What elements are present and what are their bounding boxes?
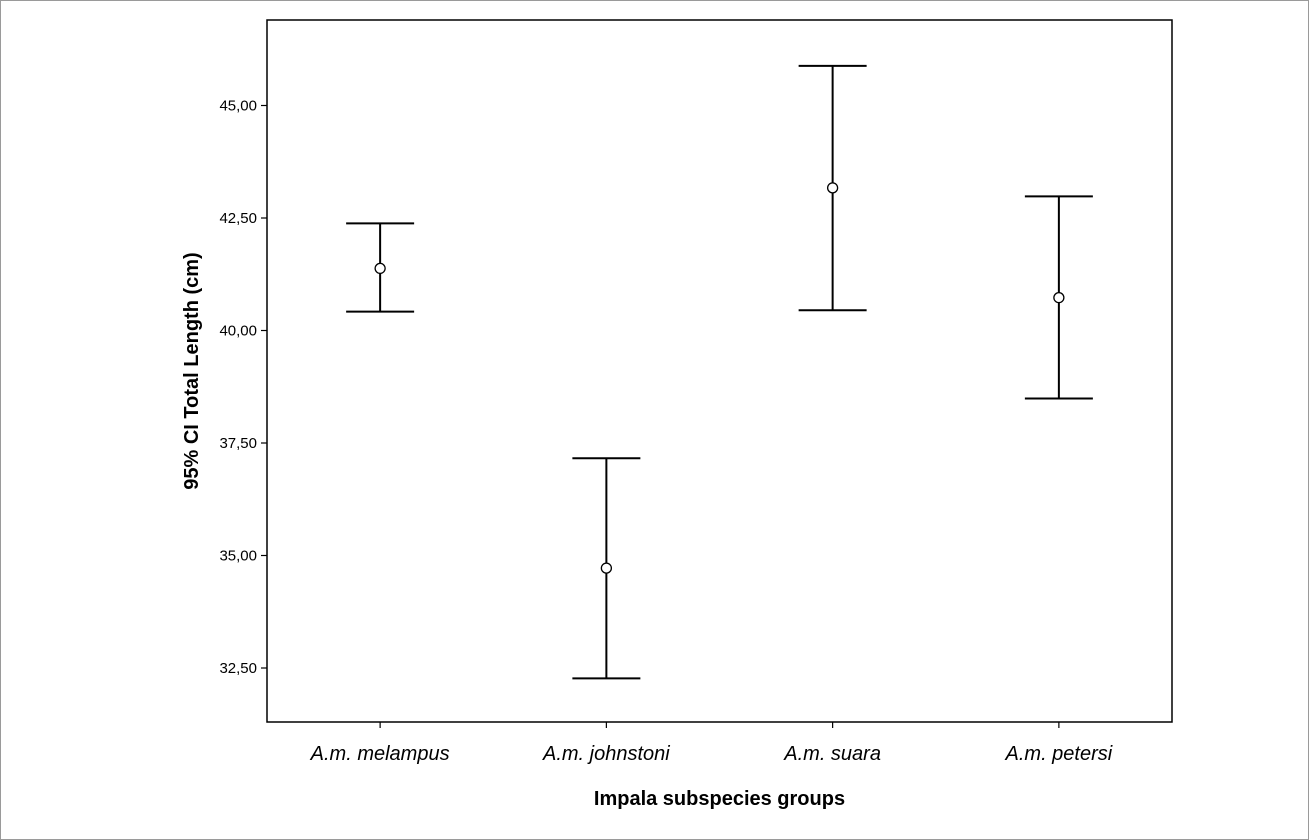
mean-point [826,182,839,194]
x-axis: A.m. melampus A.m. johnstoni A.m. suara A.m… [310,722,1113,765]
plot-frame [266,19,1173,723]
x-category-label: A.m. johnstoni [542,743,670,765]
mean-point [600,562,613,574]
y-axis: 32,50 35,00 37,50 40,00 42,50 45,00 [219,98,267,677]
x-category-label: A.m. petersi [1005,743,1113,765]
x-category-label: A.m. suara [783,743,881,765]
y-tick-label: 42,50 [219,210,257,227]
y-tick-label: 32,50 [219,660,257,677]
mean-point [1053,291,1065,304]
y-tick-label: 37,50 [219,435,257,452]
x-category-label: A.m. melampus [310,743,450,765]
y-tick-label: 45,00 [219,98,257,115]
mean-point [374,262,386,275]
error-bars [346,64,1093,680]
y-axis-title: 95% CI Total Length (cm) [181,252,203,489]
x-axis-title: Impala subspecies groups [594,788,845,810]
plot-area [266,19,1173,723]
y-tick-label: 35,00 [219,548,257,565]
y-tick-label: 40,00 [219,323,257,340]
